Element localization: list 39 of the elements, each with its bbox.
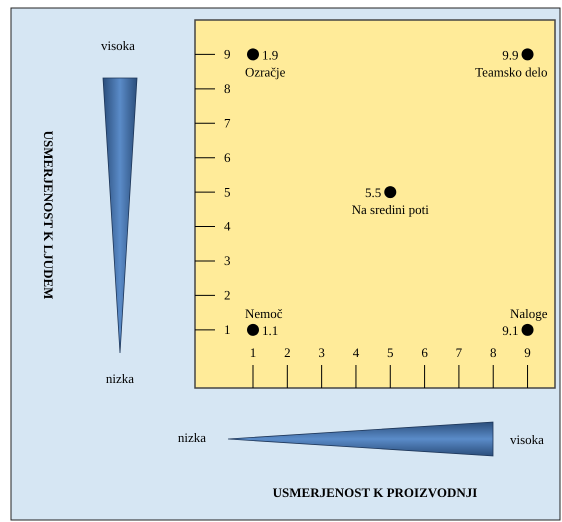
point [522,324,534,336]
x-tick-label: 9 [524,345,531,360]
annotation: Teamsko delo [475,64,548,80]
x-tick-label: 7 [456,345,463,360]
x-tick-label: 6 [421,345,428,360]
annotation: Na sredini poti [352,202,430,218]
annotation: Nemoč [245,306,283,321]
annotation: 1.9 [262,47,278,62]
point [247,324,259,336]
y-tick-label: 5 [224,184,230,200]
x-tick-label: 1 [250,345,256,360]
y-tick-label: 9 [224,46,230,62]
annotation: 9.1 [502,322,519,338]
annotation: 5.5 [365,185,382,200]
x-tick-label: 2 [284,345,291,360]
x-tick-label: 4 [352,345,360,360]
point [522,48,534,60]
annotation: 1.1 [262,322,278,338]
annotation: 9.9 [502,47,519,62]
y-tick-label: 3 [224,253,230,268]
point [384,186,396,198]
x-tick-label: 3 [318,345,325,360]
text: visoka [510,432,544,447]
y-tick-label: 7 [224,115,231,130]
annotation: Ozračje [245,64,286,80]
text: nizka [106,371,134,386]
annotation: Naloge [510,306,548,321]
x-tick-label: 8 [490,345,496,360]
x-tick-label: 5 [387,345,394,360]
y-tick-label: 1 [224,322,230,337]
text: visoka [101,38,136,53]
y-tick-label: 4 [224,218,231,234]
point [247,48,259,60]
text: USMERJENOST K PROIZVODNJI [272,485,478,500]
text: USMERJENOST K LJUDEM [41,130,56,300]
y-tick-label: 6 [224,150,231,165]
text: nizka [178,430,206,445]
y-tick-label: 8 [224,81,230,96]
y-tick-label: 2 [224,288,230,303]
